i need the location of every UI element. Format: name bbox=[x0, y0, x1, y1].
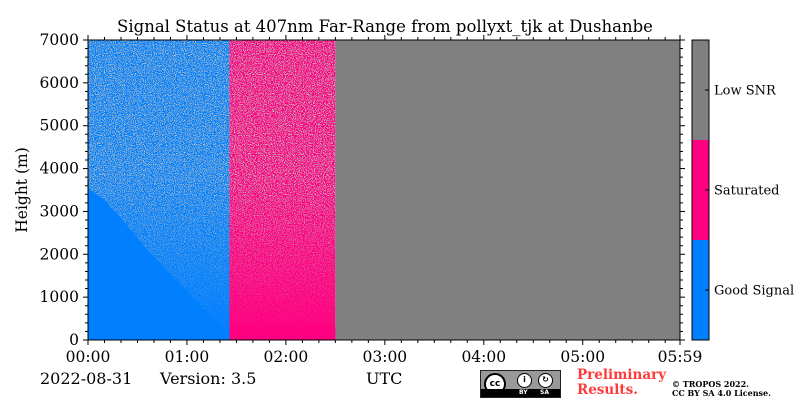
y-tick-label: 2000 bbox=[40, 245, 79, 263]
license-strip: BY SA bbox=[481, 389, 560, 397]
y-axis-label: Height (m) bbox=[13, 147, 31, 233]
colorbar-swatch bbox=[692, 240, 709, 340]
version-label: Version: 3.5 bbox=[160, 369, 257, 388]
x-tick-label: 05:59 bbox=[658, 348, 703, 366]
x-tick-label: 04:00 bbox=[461, 348, 506, 366]
attribution-icon: i bbox=[517, 373, 532, 388]
y-axis: 0 1000 2000 3000 4000 5000 6000 7000 Height (m) bbox=[13, 31, 685, 349]
date-label: 2022-08-31 bbox=[40, 369, 133, 388]
colorbar-label: Good Signal bbox=[714, 284, 794, 299]
good-signal-core bbox=[88, 187, 230, 340]
preliminary-note: Preliminary Results. bbox=[577, 367, 667, 398]
y-tick-label: 0 bbox=[69, 331, 79, 349]
chart-title: Signal Status at 407nm Far-Range from po… bbox=[117, 17, 653, 36]
colorbar: Good Signal Saturated Low SNR bbox=[691, 39, 794, 341]
x-tick-label: 05:00 bbox=[560, 348, 605, 366]
y-tick-label: 1000 bbox=[40, 288, 79, 306]
y-tick-label: 3000 bbox=[40, 202, 79, 220]
colorbar-swatch bbox=[692, 140, 709, 240]
x-tick-label: 03:00 bbox=[363, 348, 408, 366]
x-axis-label: UTC bbox=[366, 369, 403, 388]
y-tick-label: 6000 bbox=[40, 74, 79, 92]
colorbar-swatch bbox=[692, 40, 709, 140]
y-tick-label: 7000 bbox=[40, 31, 79, 49]
x-axis: 00:00 01:00 02:00 03:00 04:00 05:00 05:59 bbox=[66, 35, 703, 366]
saturated-core bbox=[229, 327, 336, 340]
x-tick-label: 01:00 bbox=[165, 348, 210, 366]
plot-frame bbox=[87, 39, 681, 341]
y-tick-label: 5000 bbox=[40, 117, 79, 135]
status-segment-3 bbox=[335, 40, 680, 340]
copyright-note: © TROPOS 2022. CC BY SA 4.0 License. bbox=[672, 379, 771, 398]
x-tick-label: 02:00 bbox=[264, 348, 309, 366]
colorbar-frame bbox=[691, 39, 710, 341]
x-tick-label: 00:00 bbox=[66, 348, 111, 366]
plot-area bbox=[88, 40, 680, 340]
cc-license-badge[interactable]: cc i ↻ BY SA bbox=[480, 370, 561, 398]
y-tick-label: 4000 bbox=[40, 160, 79, 178]
colorbar-label: Low SNR bbox=[714, 84, 777, 99]
colorbar-label: Saturated bbox=[714, 184, 779, 199]
share-alike-icon: ↻ bbox=[538, 373, 553, 388]
